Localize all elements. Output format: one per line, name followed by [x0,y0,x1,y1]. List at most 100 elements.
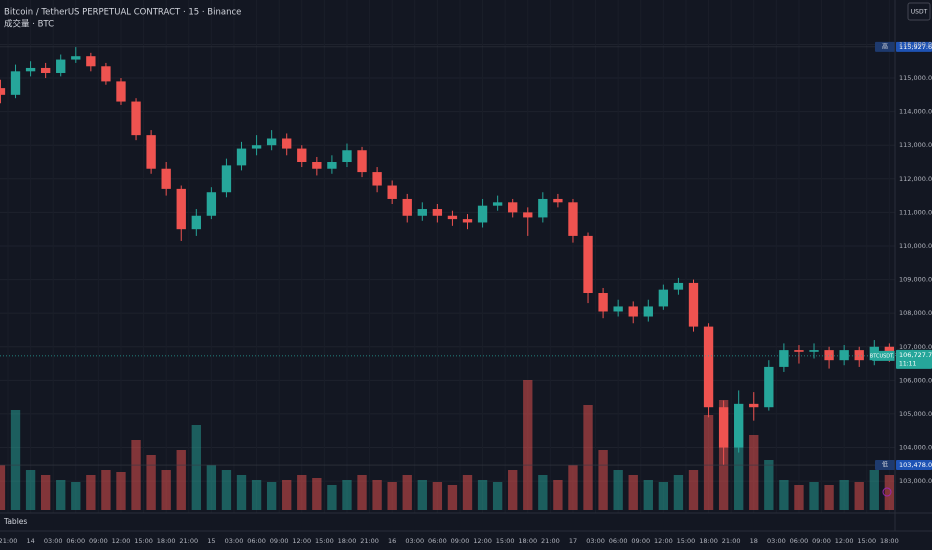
volume-bar [794,485,804,510]
candle-body [266,138,277,146]
x-tick-label: 17 [569,537,577,545]
symbol-tag: BTCUSDT.P [870,353,897,359]
candle-body [749,403,759,408]
x-tick-label: 06:00 [428,537,447,545]
x-tick-label: 18:00 [699,537,718,545]
x-tick-label: 03:00 [586,537,605,545]
volume-bar [191,425,201,510]
candle-body [538,198,548,218]
candle-body [598,293,608,312]
volume-bar [432,482,443,510]
x-tick-label: 03:00 [405,537,424,545]
x-tick-label: 16 [388,537,396,545]
candle-body [658,289,669,307]
volume-bar [161,470,171,510]
x-tick-label: 18:00 [157,537,176,545]
x-tick-label: 09:00 [631,537,650,545]
volume-bar [884,475,895,510]
x-tick-label: 15:00 [857,537,876,545]
currency-button[interactable] [907,2,931,21]
x-tick-label: 09:00 [812,537,831,545]
candle-body [477,205,488,223]
volume-bar [447,485,458,510]
candle-body [56,59,66,73]
last-price-box [896,349,932,369]
x-tick-label: 18:00 [880,537,899,545]
volume-bar [523,380,533,510]
volume-bar [749,435,759,510]
volume-bar [297,475,307,510]
candle-body [764,366,774,408]
x-tick-label: 03:00 [767,537,786,545]
x-tick-label: 03:00 [225,537,244,545]
candle-body [839,350,849,361]
candle-body [583,235,593,294]
volume-bar [116,472,126,510]
candle-body [191,215,201,230]
x-tick-label: 15:00 [315,537,334,545]
y-tick-label: 114,000.0 [899,108,932,116]
y-tick-label: 113,000.0 [899,141,932,149]
candle-body [523,212,533,218]
candle-body [387,185,397,199]
volume-bar [131,440,141,510]
candle-body [703,326,714,408]
volume-bar [734,430,744,510]
grid [0,43,895,482]
candle-body [25,67,36,72]
x-tick-label: 21:00 [722,537,741,545]
volume-bar [372,480,382,510]
marker-price-box [896,41,932,52]
candle-body [40,67,51,73]
tables-label[interactable]: Tables [3,517,27,526]
volume-bar [839,480,849,510]
candle-body [101,66,111,82]
candle-body [447,215,458,220]
y-tick-label: 108,000.0 [899,309,932,317]
volume-bar [71,482,81,510]
indicator-icon[interactable] [882,487,892,497]
volume-bar [86,475,96,510]
candle-body [282,138,292,149]
volume-bar [387,482,397,510]
volume-bar [764,460,774,510]
x-tick-label: 12:00 [292,537,311,545]
volume-bar [824,485,834,510]
candle-body [673,282,684,290]
x-tick-label: 21:00 [179,537,198,545]
candle-body [176,188,186,230]
volume-bar [236,475,247,510]
volume-bar [538,475,548,510]
last-price: 106,727.7 [899,351,932,359]
volume-bar [508,470,518,510]
volume-bar [417,480,427,510]
y-tick-label: 115,000.0 [899,74,932,82]
x-tick-label: 21:00 [360,537,379,545]
volume-bar [266,482,277,510]
marker-tag-box [875,41,895,52]
volume-bar [282,480,292,510]
volume-bar [779,480,789,510]
volume-bar [613,470,623,510]
candle-body [854,350,864,361]
currency-button-label[interactable]: USDT [911,9,928,16]
candle-body [688,282,699,327]
volume-bar [658,482,669,510]
candle-body [372,172,382,186]
volume-bar [462,475,473,510]
y-tick-label: 116,000.0 [899,40,932,48]
x-tick-label: 15:00 [496,537,515,545]
volume-bar [568,465,578,510]
y-tick-label: 109,000.0 [899,276,932,284]
candle-body [0,88,6,95]
candle-body [718,407,729,448]
volume-bar [342,480,352,510]
candle-body [86,56,96,67]
volume-bar [25,470,36,510]
candle-body [161,168,171,189]
y-tick-label: 107,000.0 [899,343,932,351]
chart-title: Bitcoin / TetherUS PERPETUAL CONTRACT · … [4,8,241,18]
candle-body [206,192,217,216]
candle-body [432,209,443,216]
